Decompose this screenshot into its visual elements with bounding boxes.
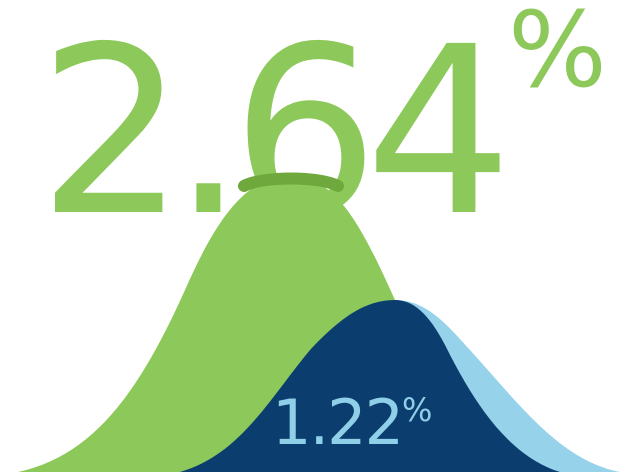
navy-distribution-curve [180,300,560,472]
main-percentage-symbol: % [508,0,607,111]
secondary-percentage-figure: 1.22% [272,392,432,454]
secondary-percentage-value: 1.22 [272,386,404,459]
overlap-arc [238,172,344,192]
secondary-percentage-symbol: % [402,391,433,429]
